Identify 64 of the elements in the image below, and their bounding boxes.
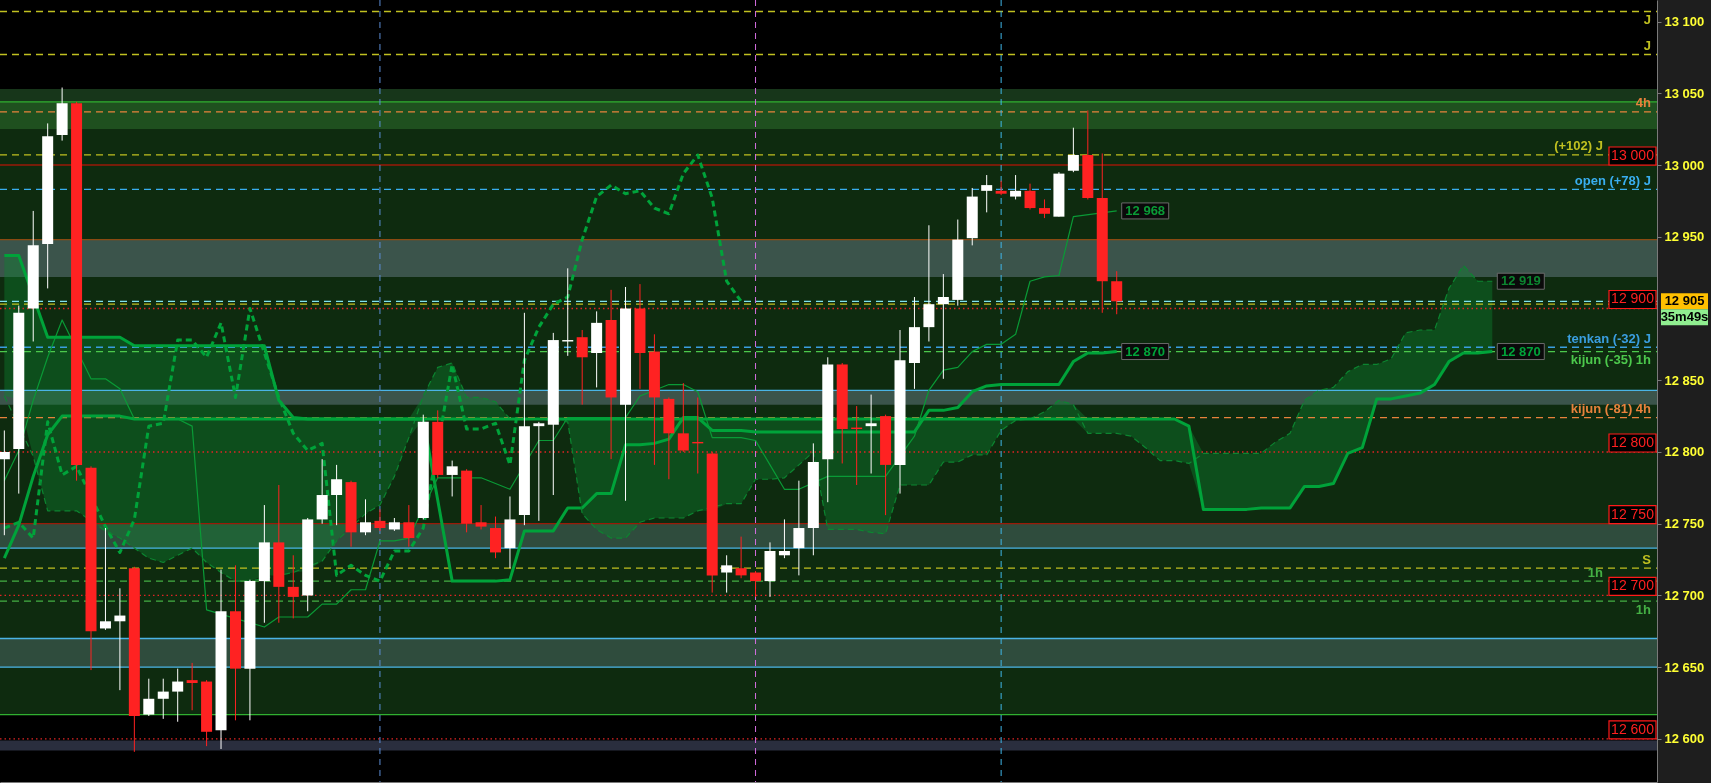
y-tick-label: 12 600: [1664, 731, 1705, 747]
candlestick: [981, 174, 993, 213]
ref-line-label: kijun (-35) 1h: [1570, 352, 1652, 368]
ref-line-label: 1h: [1635, 601, 1652, 617]
ref-line-label: J: [1643, 11, 1651, 27]
data-label: 12 919: [1500, 273, 1541, 289]
data-label: 12 870: [1500, 343, 1541, 359]
ref-line-label: kijun (-81) 4h: [1570, 401, 1652, 417]
candlestick: [186, 662, 198, 711]
y-tick-label: 12 800: [1664, 444, 1705, 460]
candlestick: [1038, 198, 1050, 219]
candlestick: [0, 429, 10, 536]
candlestick: [923, 224, 935, 342]
ref-line-label: 12 600: [1611, 720, 1655, 737]
ref-line-label: 12 700: [1611, 577, 1655, 594]
text: 12 905: [1664, 293, 1705, 309]
candlestick: [403, 504, 415, 548]
ref-line-label: 12 800: [1611, 433, 1655, 450]
candlestick: [576, 329, 588, 406]
ref-line-label: S: [1642, 551, 1652, 567]
candlestick: [533, 421, 545, 522]
ref-line-label: 1h: [1587, 564, 1604, 580]
ref-line-label: 13 000: [1611, 147, 1655, 164]
candlestick: [172, 668, 184, 723]
candlestick: [1010, 174, 1022, 200]
y-tick-label: 12 950: [1664, 229, 1705, 245]
y-tick-label: 13 050: [1664, 85, 1705, 101]
y-tick-label: 13 000: [1664, 157, 1705, 173]
candlestick: [1067, 127, 1079, 173]
candlestick: [1111, 270, 1123, 315]
y-tick-label: 12 750: [1664, 516, 1705, 532]
candlestick: [1024, 183, 1036, 210]
candlestick: [865, 394, 877, 474]
ref-line-label: tenkan (-32) J: [1567, 330, 1651, 346]
candlestick: [475, 504, 487, 530]
candlestick: [331, 464, 343, 526]
candlestick: [374, 508, 386, 532]
ref-line-label: 12 900: [1611, 290, 1655, 307]
y-tick-label: 12 700: [1664, 587, 1705, 603]
ref-line-label: open (+78) J: [1574, 172, 1651, 188]
ref-line-label: J: [1643, 38, 1651, 54]
candlestick: [446, 460, 458, 497]
ref-line-label: 4h: [1635, 95, 1652, 111]
candlestick: [995, 180, 1007, 196]
candlestick: [778, 518, 790, 559]
data-label: 12 968: [1125, 202, 1166, 218]
candlestick: [735, 536, 747, 579]
text: 35m49s: [1660, 309, 1709, 325]
y-tick-label: 13 100: [1664, 14, 1705, 30]
candlestick: [157, 678, 169, 720]
y-tick-label: 12 850: [1664, 372, 1705, 388]
candlestick: [721, 554, 733, 594]
ref-line-label: (+102) J: [1554, 138, 1603, 154]
candlestick: [937, 273, 949, 380]
candlestick: [99, 527, 111, 631]
candlestick: [677, 382, 689, 453]
y-tick-label: 12 650: [1664, 659, 1705, 675]
data-label: 12 870: [1125, 343, 1166, 359]
candlestick: [793, 480, 805, 576]
candlestick: [750, 570, 762, 598]
candlestick: [359, 498, 371, 536]
ref-line-label: 12 750: [1611, 505, 1655, 522]
candlestick: [287, 554, 299, 619]
candlestick: [143, 678, 155, 717]
